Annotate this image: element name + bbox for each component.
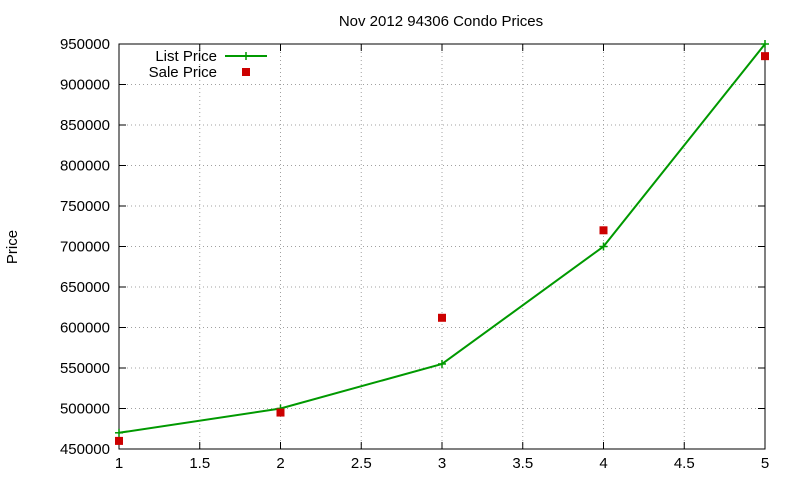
y-tick-label: 600000 [60, 320, 110, 337]
y-tick-label: 650000 [60, 279, 110, 296]
y-tick-label: 550000 [60, 360, 110, 377]
legend-square-sample [242, 68, 250, 76]
list-price-point [599, 242, 608, 251]
x-tick-label: 1.5 [189, 455, 210, 472]
y-tick-label: 500000 [60, 401, 110, 418]
sale-price-point [761, 52, 769, 61]
x-tick-label: 4 [599, 455, 607, 472]
sale-price-point [599, 226, 608, 235]
y-tick-label: 700000 [60, 239, 110, 256]
list-price-point [761, 40, 769, 48]
axes: 1 1.5 2 2.5 3 3.5 4 4.5 5 450000 500000 550000 60000… [60, 36, 769, 472]
chart-title: Nov 2012 94306 Condo Prices [339, 13, 543, 30]
x-tick-label: 2 [276, 455, 284, 472]
x-tick-label: 2.5 [351, 455, 372, 472]
x-tick-label: 1 [115, 455, 123, 472]
grid-lines [119, 44, 765, 449]
y-axis-label: Price [4, 230, 21, 264]
x-tick-label: 4.5 [674, 455, 695, 472]
y-tick-label: 900000 [60, 77, 110, 94]
list-price-line [118, 43, 766, 434]
x-tick-label: 3.5 [512, 455, 533, 472]
list-price-point [438, 359, 446, 368]
y-tick-label: 800000 [60, 158, 110, 175]
y-tick-label: 950000 [60, 36, 110, 53]
legend-label: Sale Price [149, 64, 217, 81]
x-tick-label: 3 [438, 455, 446, 472]
sale-price-point [115, 436, 123, 445]
sale-price-point [276, 408, 285, 417]
list-price-point [115, 428, 123, 437]
sale-price-point [438, 313, 446, 322]
y-tick-label: 750000 [60, 198, 110, 215]
y-tick-label: 850000 [60, 117, 110, 134]
y-tick-label: 450000 [60, 441, 110, 458]
legend-label: List Price [155, 48, 217, 65]
plot-series [115, 40, 769, 445]
x-tick-label: 5 [761, 455, 769, 472]
